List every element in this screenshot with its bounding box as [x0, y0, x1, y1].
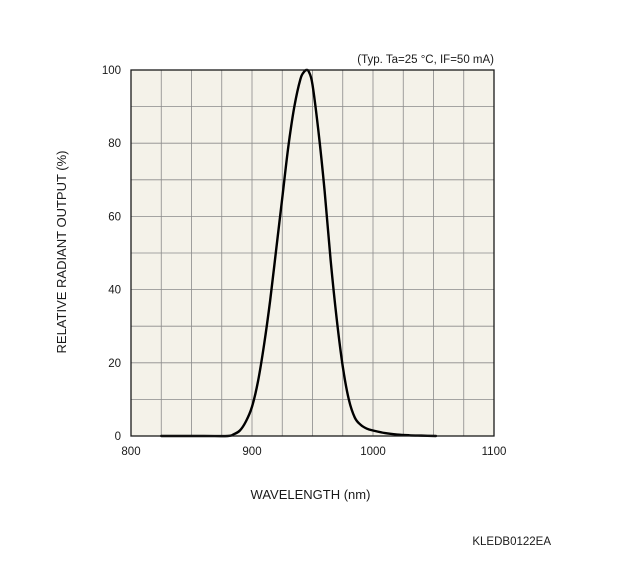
- y-tick-label: 0: [115, 431, 121, 443]
- y-tick-label: 80: [108, 138, 121, 150]
- x-tick-labels: 800 900 1000 1100: [121, 446, 506, 458]
- y-tick-label: 40: [108, 285, 121, 297]
- y-tick-label: 100: [102, 65, 121, 77]
- y-axis-title: RELATIVE RADIANT OUTPUT (%): [54, 151, 69, 354]
- grid-lines: [131, 70, 494, 436]
- document-code: KLEDB0122EA: [472, 536, 551, 548]
- x-tick-label: 900: [242, 446, 261, 458]
- y-tick-label: 60: [108, 211, 121, 223]
- x-tick-label: 800: [121, 446, 140, 458]
- measurement-condition-note: (Typ. Ta=25 °C, IF=50 mA): [357, 54, 494, 66]
- x-tick-label: 1100: [482, 446, 507, 458]
- y-tick-label: 20: [108, 358, 121, 370]
- x-axis-title: WAVELENGTH (nm): [251, 487, 371, 502]
- y-tick-labels: 0 20 40 60 80 100: [102, 65, 121, 443]
- x-tick-label: 1000: [360, 446, 386, 458]
- plot-frame: [130, 69, 495, 437]
